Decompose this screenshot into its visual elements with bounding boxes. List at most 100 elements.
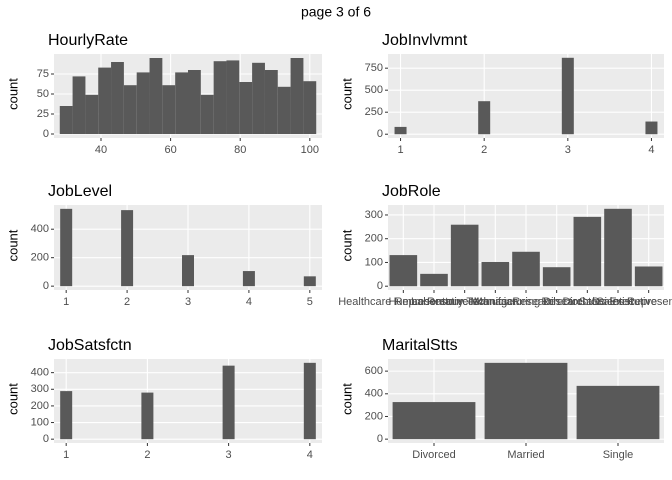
y-tick-label: 300	[31, 383, 49, 395]
bar	[512, 251, 540, 287]
bar	[252, 62, 265, 134]
bar	[222, 365, 235, 440]
y-axis-label: count	[5, 383, 20, 415]
bar	[60, 391, 73, 440]
y-tick-label: 0	[377, 280, 383, 292]
bar	[226, 60, 240, 134]
bar	[604, 208, 632, 287]
bar	[420, 273, 448, 287]
x-tick-label: 5	[307, 296, 313, 308]
y-tick-label: 400	[31, 223, 49, 235]
x-tick-label: 3	[226, 449, 232, 461]
panel-title: JobLevel	[48, 183, 112, 200]
y-tick-label: 25	[37, 108, 49, 120]
x-tick-label: 80	[234, 144, 246, 156]
y-axis-label: count	[339, 383, 354, 415]
y-tick-label: 0	[43, 433, 49, 445]
panel-background	[388, 54, 664, 138]
bar	[213, 61, 227, 135]
x-tick-label: 4	[246, 296, 252, 308]
y-tick-label: 0	[43, 128, 49, 140]
y-tick-label: 200	[31, 252, 49, 264]
x-tick-label: Laboratory Technician	[411, 296, 518, 308]
x-tick-label: Sales Executive	[579, 296, 657, 308]
bar	[645, 121, 658, 135]
panel-title: HourlyRate	[48, 32, 128, 49]
x-tick-label: 2	[481, 144, 487, 156]
panel-title: JobRole	[382, 183, 441, 200]
bar	[389, 255, 418, 287]
x-tick-label: 2	[144, 449, 150, 461]
y-tick-label: 300	[365, 209, 383, 221]
y-tick-label: 100	[365, 256, 383, 268]
bar	[136, 72, 150, 134]
x-tick-label: 40	[95, 144, 107, 156]
y-axis-label: count	[339, 78, 354, 110]
bar	[478, 101, 491, 135]
y-tick-label: 0	[43, 280, 49, 292]
bar	[303, 362, 316, 440]
bar	[394, 126, 407, 135]
y-tick-label: 0	[377, 128, 383, 140]
page-title: page 3 of 6	[301, 4, 371, 20]
bar	[576, 385, 660, 440]
bar	[149, 58, 163, 134]
bar	[303, 276, 316, 287]
bar	[121, 210, 134, 287]
x-tick-label: 3	[185, 296, 191, 308]
panel-title: MaritalStts	[382, 337, 458, 354]
x-tick-label: Manufacturing Director	[470, 296, 582, 308]
bar	[85, 94, 99, 134]
bar	[98, 67, 112, 134]
y-tick-label: 0	[377, 433, 383, 445]
y-tick-label: 200	[365, 410, 383, 422]
x-tick-label: 1	[63, 296, 69, 308]
bar	[542, 267, 571, 287]
x-tick-label: Research Scientist	[541, 296, 633, 308]
y-tick-label: 250	[365, 106, 383, 118]
bar	[162, 85, 176, 134]
bar	[303, 81, 317, 134]
bar	[60, 208, 73, 287]
panel-title: JobInvlvmnt	[382, 32, 468, 49]
y-tick-label: 100	[31, 416, 49, 428]
x-tick-label: 2	[124, 296, 130, 308]
y-axis-label: count	[5, 78, 20, 110]
bar	[141, 392, 154, 440]
bar	[242, 271, 255, 287]
bar	[264, 70, 278, 134]
x-tick-label: Married	[507, 449, 544, 461]
x-tick-label: 4	[648, 144, 654, 156]
x-tick-label: Manager	[474, 296, 518, 308]
x-tick-label: Divorced	[412, 449, 455, 461]
y-tick-label: 400	[31, 367, 49, 379]
bar	[111, 62, 124, 134]
bar	[290, 58, 304, 134]
x-tick-label: Sales Representative	[596, 296, 672, 308]
bar	[392, 402, 476, 440]
bar	[561, 57, 574, 135]
x-tick-label: Healthcare Representative	[338, 296, 468, 308]
panel-title: JobSatsfctn	[48, 337, 132, 354]
panel-background	[54, 359, 322, 443]
x-tick-label: Single	[603, 449, 634, 461]
bar	[239, 82, 253, 134]
y-tick-label: 500	[365, 84, 383, 96]
bar	[188, 70, 201, 134]
y-tick-label: 75	[37, 68, 49, 80]
bar	[182, 255, 194, 287]
x-tick-label: 4	[307, 449, 313, 461]
y-tick-label: 400	[365, 388, 383, 400]
bar	[123, 85, 137, 134]
y-axis-label: count	[339, 229, 354, 261]
y-tick-label: 200	[365, 233, 383, 245]
x-tick-label: 100	[301, 144, 319, 156]
bar	[484, 362, 568, 440]
bar	[573, 216, 602, 287]
y-tick-label: 200	[31, 400, 49, 412]
y-tick-label: 50	[37, 88, 49, 100]
y-tick-label: 600	[365, 365, 383, 377]
bar	[481, 261, 510, 287]
x-tick-label: Human Resources	[388, 296, 480, 308]
